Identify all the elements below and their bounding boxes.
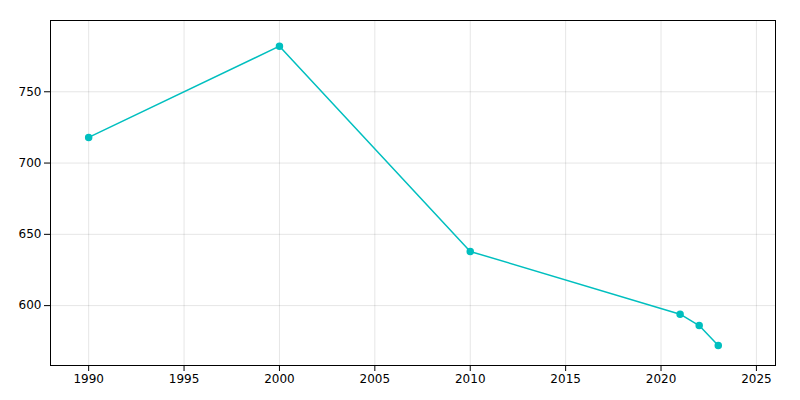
svg-text:2015: 2015 (550, 372, 581, 386)
svg-text:2005: 2005 (360, 372, 391, 386)
svg-text:700: 700 (19, 156, 42, 170)
svg-text:1995: 1995 (169, 372, 200, 386)
svg-text:2000: 2000 (264, 372, 295, 386)
svg-text:2020: 2020 (646, 372, 677, 386)
svg-text:650: 650 (19, 227, 42, 241)
svg-text:1990: 1990 (73, 372, 104, 386)
svg-text:2010: 2010 (455, 372, 486, 386)
svg-text:2025: 2025 (741, 372, 772, 386)
svg-text:600: 600 (19, 298, 42, 312)
svg-text:750: 750 (19, 85, 42, 99)
